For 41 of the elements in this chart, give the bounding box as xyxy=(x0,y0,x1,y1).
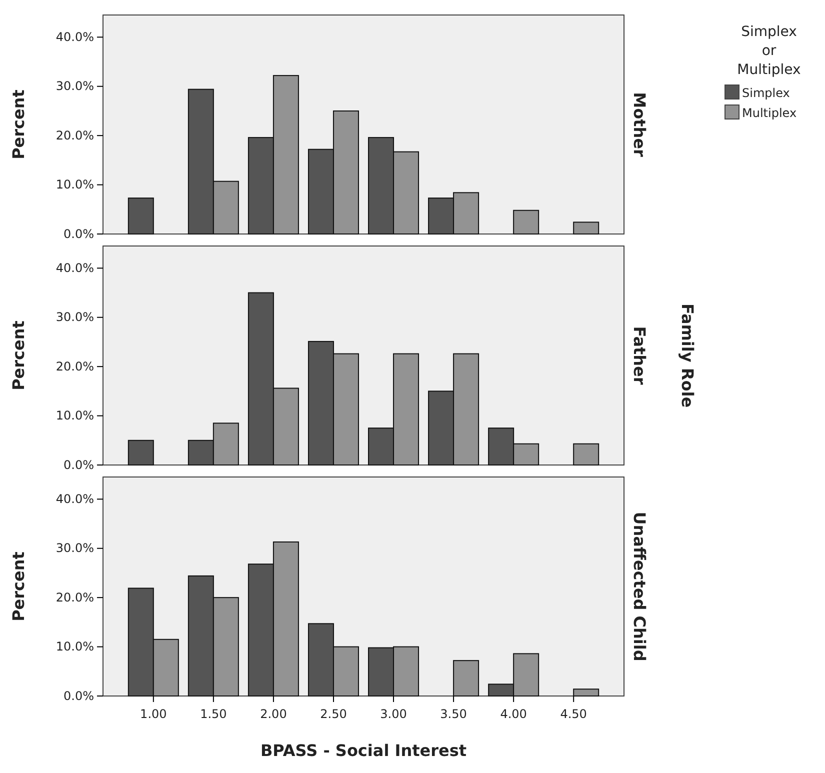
bar xyxy=(453,660,480,696)
y-axis-title: Percent xyxy=(9,89,28,160)
x-axis-title: BPASS - Social Interest xyxy=(260,741,467,760)
legend-label: Multiplex xyxy=(742,106,797,120)
text: Unaffected Child xyxy=(630,512,649,662)
x-tick-label: 4.50 xyxy=(560,707,587,722)
x-tick-label: 2.50 xyxy=(320,707,347,722)
x-tick-label: 3.50 xyxy=(440,707,467,722)
x-tick-label: 4.00 xyxy=(500,707,527,722)
y-tick-label: 10.0% xyxy=(56,408,94,423)
y-tick-label: 0.0% xyxy=(64,688,94,703)
y-tick-label: 20.0% xyxy=(56,128,94,142)
bar xyxy=(128,198,154,234)
y-tick-label: 40.0% xyxy=(56,492,94,506)
bar xyxy=(128,440,154,466)
x-tick-label: 3.00 xyxy=(380,707,407,722)
text: Father xyxy=(630,326,649,385)
y-axis-title: Percent xyxy=(9,551,28,622)
legend-title: Simplex or Multiplex xyxy=(737,24,801,78)
text: Mother xyxy=(630,92,649,157)
y-tick-label: 10.0% xyxy=(56,178,94,192)
y-tick-label: 20.0% xyxy=(56,359,94,374)
y-tick-label: 20.0% xyxy=(56,590,94,604)
y-tick-label: 40.0% xyxy=(56,30,94,44)
legend-label: Simplex xyxy=(742,86,790,100)
y-tick-label: 0.0% xyxy=(64,458,94,472)
bar xyxy=(573,222,600,234)
bar xyxy=(573,688,600,696)
bar xyxy=(513,210,540,234)
y2-axis-title: Family Role xyxy=(678,303,697,408)
y-tick-label: 0.0% xyxy=(64,226,94,241)
y-tick-label: 40.0% xyxy=(56,260,94,275)
bar xyxy=(573,443,600,466)
x-tick-label: 2.00 xyxy=(260,707,287,722)
y-axis-title: Percent xyxy=(9,320,28,390)
x-tick-label: 1.50 xyxy=(200,707,227,722)
x-tick-label: 1.00 xyxy=(140,707,167,722)
y-tick-label: 30.0% xyxy=(56,541,94,556)
y-tick-label: 30.0% xyxy=(56,310,94,324)
y-tick-label: 30.0% xyxy=(56,79,94,94)
y-tick-label: 10.0% xyxy=(56,640,94,654)
